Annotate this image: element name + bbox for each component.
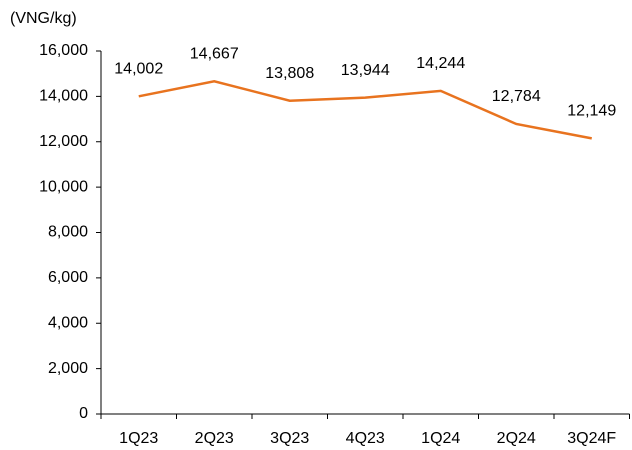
y-tick-label: 10,000 <box>39 178 88 195</box>
data-label: 14,002 <box>114 61 163 78</box>
y-tick-label: 6,000 <box>48 269 88 286</box>
x-tick-label: 2Q24 <box>497 430 536 447</box>
x-tick-label: 2Q23 <box>195 430 234 447</box>
line <box>138 79 592 140</box>
y-tick-label: 8,000 <box>48 224 88 241</box>
x-tick-label: 1Q23 <box>119 430 158 447</box>
data-label: 13,944 <box>341 62 390 79</box>
x-tick-label: 1Q24 <box>421 430 460 447</box>
x-tick-label: 3Q24F <box>567 430 616 447</box>
data-label: 12,149 <box>567 103 616 120</box>
x-tick-label: 4Q23 <box>346 430 385 447</box>
data-label: 13,808 <box>265 65 314 82</box>
y-tick-label: 16,000 <box>39 42 88 59</box>
y-tick-label: 4,000 <box>48 314 88 331</box>
y-tick-label: 12,000 <box>39 133 88 150</box>
data-label: 14,244 <box>416 55 465 72</box>
y-tick-label: 0 <box>79 405 88 422</box>
y-tick-label: 2,000 <box>48 360 88 377</box>
y-tick-label: 14,000 <box>39 88 88 105</box>
x-tick-label: 3Q23 <box>270 430 309 447</box>
y-axis-label: (VNG/kg) <box>10 10 77 27</box>
data-label: 12,784 <box>492 88 541 105</box>
data-label: 14,667 <box>190 45 239 62</box>
